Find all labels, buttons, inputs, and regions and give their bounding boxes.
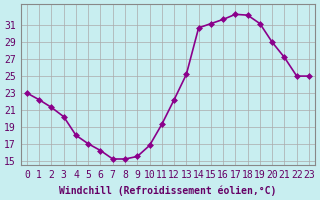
X-axis label: Windchill (Refroidissement éolien,°C): Windchill (Refroidissement éolien,°C) xyxy=(59,185,276,196)
